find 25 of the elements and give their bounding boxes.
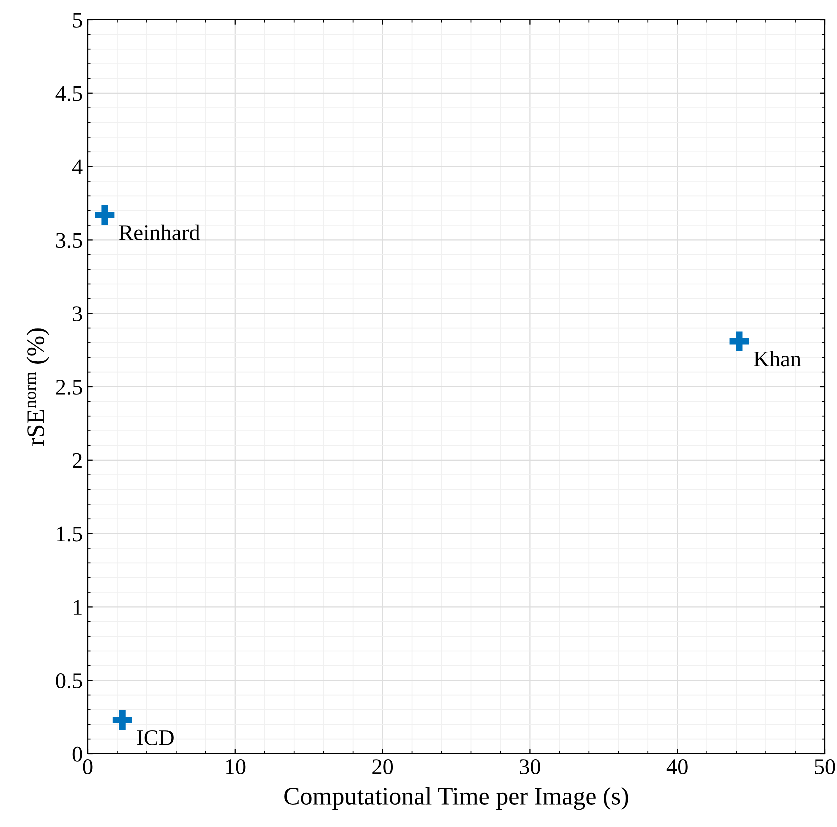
x-tick-label: 30 xyxy=(520,760,540,774)
point xyxy=(730,332,750,352)
point xyxy=(95,206,115,225)
y-tick-label: 3 xyxy=(73,306,82,322)
y-tick-label: 0.5 xyxy=(56,674,82,689)
point xyxy=(112,710,132,730)
x-tick-label: 50 xyxy=(815,760,836,774)
annotation: ICD xyxy=(137,730,174,746)
y-tick-label: 2 xyxy=(73,453,82,468)
y-axis-title: rSE$^{norm}$ (%) xyxy=(26,328,50,446)
x-axis-title: Computational Time per Image (s) xyxy=(284,787,628,810)
x-tick-label: 40 xyxy=(666,760,688,774)
y-tick-label: 4.5 xyxy=(56,86,82,102)
y-tick-label: 5 xyxy=(73,13,82,28)
x-tick-label: 0 xyxy=(83,760,93,774)
x-tick-label: 20 xyxy=(372,760,394,774)
y-tick-label: 4 xyxy=(72,160,83,175)
y-tick-label: 0 xyxy=(72,746,82,762)
annotation: Khan xyxy=(754,351,802,367)
y-tick-label: 2.5 xyxy=(56,380,82,396)
y-tick-label: 3.5 xyxy=(56,233,82,248)
x-tick-label: 10 xyxy=(226,760,246,774)
y-tick-label: 1.5 xyxy=(57,526,82,542)
annotation: Reinhard xyxy=(119,224,200,240)
y-tick-label: 1 xyxy=(74,600,82,615)
